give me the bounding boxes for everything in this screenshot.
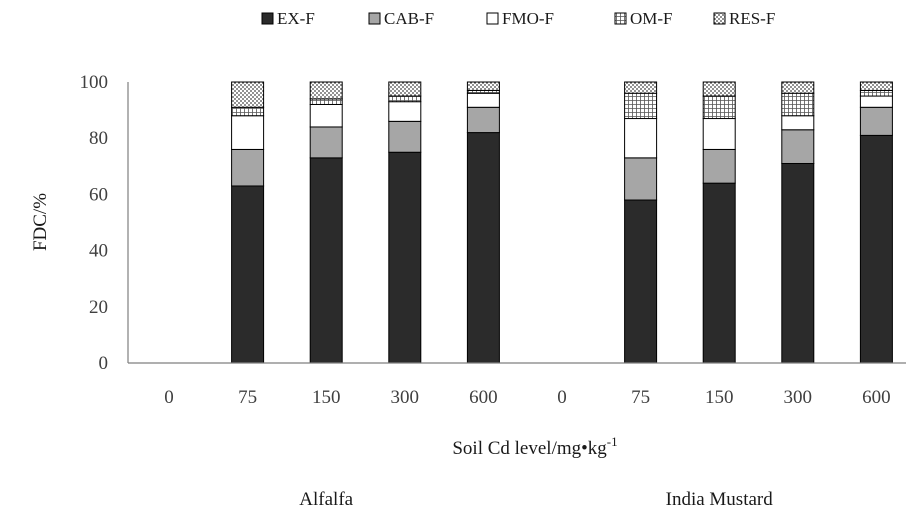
x-tick-label: 300 xyxy=(784,387,813,408)
bar-segment-cab-f xyxy=(309,126,343,159)
x-tick-label: 75 xyxy=(238,387,257,408)
bar-segment-om-f xyxy=(231,106,265,117)
bar-segment-res-f xyxy=(466,81,500,91)
bar-segment-om-f xyxy=(624,92,658,120)
bar-segment-fmo-f xyxy=(702,118,736,150)
legend-label-ex-f: EX-F xyxy=(277,9,315,28)
bar-segment-fmo-f xyxy=(781,115,815,131)
y-tick-label: 20 xyxy=(89,297,108,318)
legend-swatch-ex-f xyxy=(261,12,274,25)
legend-label-res-f: RES-F xyxy=(729,9,775,28)
bar-segment-fmo-f xyxy=(624,118,658,159)
x-tick-label: 600 xyxy=(469,387,498,408)
y-tick-label: 80 xyxy=(89,128,108,149)
x-tick-label: 150 xyxy=(312,387,341,408)
x-tick-label: 0 xyxy=(557,387,567,408)
bar-segment-fmo-f xyxy=(466,92,500,108)
bar-segment-cab-f xyxy=(624,157,658,201)
y-tick-label: 100 xyxy=(80,72,109,93)
x-tick-label: 75 xyxy=(631,387,650,408)
y-tick-label: 0 xyxy=(99,353,109,374)
bar-segment-cab-f xyxy=(859,106,893,136)
bar-segment-cab-f xyxy=(231,148,265,187)
bar-segment-om-f xyxy=(859,89,893,97)
legend-swatch-cab-f xyxy=(368,12,381,25)
legend-swatch-fmo-f xyxy=(486,12,499,25)
bar-segment-res-f xyxy=(859,81,893,91)
y-tick-label: 40 xyxy=(89,241,108,262)
bar-segment-om-f xyxy=(781,92,815,117)
bar-segment-fmo-f xyxy=(309,103,343,128)
bar-segment-cab-f xyxy=(388,120,422,153)
bar-segment-cab-f xyxy=(702,148,736,184)
legend-label-fmo-f: FMO-F xyxy=(502,9,554,28)
bar-segment-om-f xyxy=(309,98,343,105)
legend-label-cab-f: CAB-F xyxy=(384,9,434,28)
bar-segment-ex-f xyxy=(309,157,343,364)
x-axis-title-main: Soil Cd level/mg•kg xyxy=(452,438,607,459)
bar-segment-ex-f xyxy=(624,199,658,364)
legend-swatch-res-f xyxy=(713,12,726,25)
y-tick-label: 60 xyxy=(89,184,108,205)
plot-area: 0 20 40 60 80 100 0 75 150 300 600 0 75 150 300 600 Alfa… xyxy=(80,72,906,510)
bar-segment-fmo-f xyxy=(231,115,265,150)
bar-segment-res-f xyxy=(702,81,736,97)
x-tick-label: 300 xyxy=(391,387,420,408)
bar-segment-res-f xyxy=(309,81,343,100)
x-axis-title-superscript: -1 xyxy=(607,434,618,449)
bar-segment-fmo-f xyxy=(388,101,422,122)
bar-segment-ex-f xyxy=(859,134,893,364)
x-axis-title: Soil Cd level/mg•kg-1 xyxy=(452,434,617,459)
bar-segment-ex-f xyxy=(702,182,736,364)
group-label: India Mustard xyxy=(666,489,774,510)
bar-segment-cab-f xyxy=(781,129,815,164)
y-axis-title: FDC/% xyxy=(30,193,51,251)
bar-segment-res-f xyxy=(624,81,658,94)
bar-segment-res-f xyxy=(781,81,815,94)
legend: EX-F CAB-F FMO-F OM-F RES-F xyxy=(261,9,775,28)
bar-segment-res-f xyxy=(388,81,422,97)
bar-segment-fmo-f xyxy=(859,95,893,108)
bar-segment-om-f xyxy=(702,95,736,120)
group-label: Alfalfa xyxy=(299,489,353,510)
legend-swatch-om-f xyxy=(614,12,627,25)
x-tick-label: 0 xyxy=(164,387,174,408)
legend-label-om-f: OM-F xyxy=(630,9,673,28)
bar-segment-res-f xyxy=(231,81,265,108)
bar-segment-om-f xyxy=(388,95,422,103)
bar-segment-ex-f xyxy=(231,185,265,364)
x-tick-label: 150 xyxy=(705,387,734,408)
x-tick-label: 600 xyxy=(862,387,891,408)
bar-segment-cab-f xyxy=(466,106,500,134)
bar-segment-ex-f xyxy=(466,132,500,364)
bar-segment-ex-f xyxy=(781,162,815,364)
bar-segment-ex-f xyxy=(388,151,422,364)
